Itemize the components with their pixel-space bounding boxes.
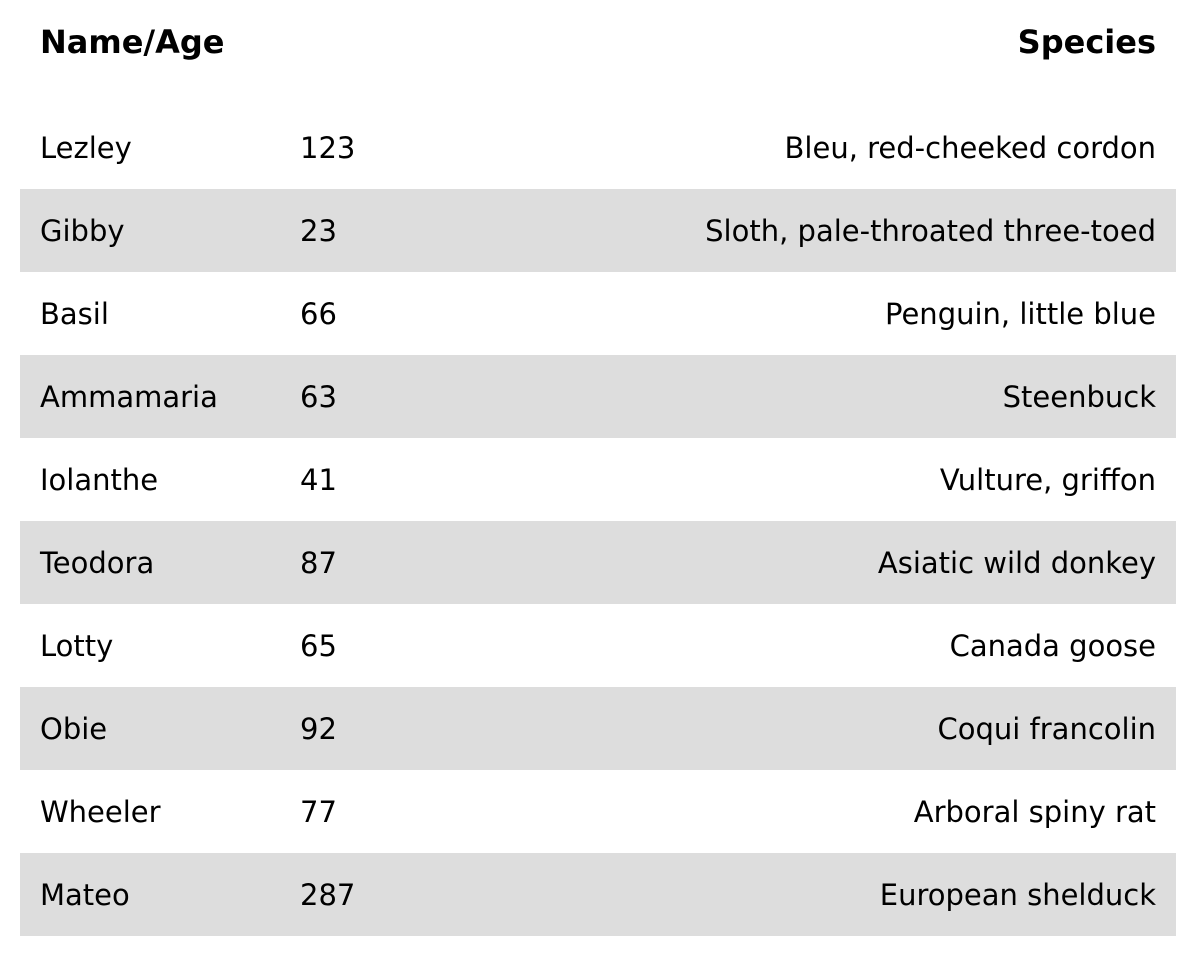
age-cell: 23 — [280, 189, 481, 272]
header-name-age: Name/Age — [40, 23, 225, 61]
species-cell: Coqui francolin — [480, 687, 1177, 770]
animals-table-container: Name/Age Species Lezley 123 Bleu, red-chee… — [20, 0, 1177, 936]
age-cell: 77 — [300, 794, 337, 829]
name-cell: Teodora — [20, 521, 280, 604]
age-cell: 92 — [280, 687, 481, 770]
table-row: Mateo 287 European shelduck — [20, 853, 1177, 936]
age-cell: 65 — [300, 628, 337, 663]
table-header: Name/Age Species — [20, 0, 1176, 106]
name-cell: Gibby — [20, 189, 280, 272]
name-cell: Mateo — [20, 853, 280, 936]
name-cell: Wheeler — [40, 794, 161, 829]
species-cell: Vulture, griffon — [939, 462, 1157, 497]
table-row: Lezley 123 Bleu, red-cheeked cordon — [20, 106, 1176, 189]
name-cell: Lotty — [40, 628, 114, 663]
name-cell: Iolanthe — [40, 462, 159, 497]
species-cell: Penguin, little blue — [885, 296, 1157, 331]
table-row: Basil 66 Penguin, little blue — [20, 272, 1176, 355]
table-row: Iolanthe 41 Vulture, griffon — [20, 438, 1176, 521]
table-body: Lezley 123 Bleu, red-cheeked cordon Gibby 23… — [20, 106, 1177, 936]
header-species: Species — [1017, 23, 1157, 61]
name-cell: Basil — [40, 296, 109, 331]
species-cell: European shelduck — [480, 853, 1177, 936]
table-row: Wheeler 77 Arboral spiny rat — [20, 770, 1176, 853]
species-cell: Canada goose — [949, 628, 1157, 663]
table-row: Lotty 65 Canada goose — [20, 604, 1176, 687]
species-cell: Asiatic wild donkey — [480, 521, 1177, 604]
species-cell: Arboral spiny rat — [913, 794, 1157, 829]
age-cell: 41 — [300, 462, 337, 497]
species-cell: Bleu, red-cheeked cordon — [784, 130, 1157, 165]
table-row: Ammamaria 63 Steenbuck — [20, 355, 1177, 438]
table-row: Gibby 23 Sloth, pale-throated three-toed — [20, 189, 1177, 272]
age-cell: 123 — [300, 130, 356, 165]
age-cell: 87 — [280, 521, 481, 604]
age-cell: 287 — [280, 853, 481, 936]
name-cell: Lezley — [40, 130, 132, 165]
header-row: Name/Age Species — [20, 0, 1176, 106]
animals-table: Name/Age Species Lezley 123 Bleu, red-chee… — [20, 0, 1177, 936]
species-cell: Steenbuck — [480, 355, 1177, 438]
age-cell: 66 — [300, 296, 337, 331]
name-cell: Ammamaria — [20, 355, 280, 438]
age-cell: 63 — [280, 355, 481, 438]
species-cell: Sloth, pale-throated three-toed — [480, 189, 1177, 272]
table-row: Obie 92 Coqui francolin — [20, 687, 1177, 770]
name-cell: Obie — [20, 687, 280, 770]
table-row: Teodora 87 Asiatic wild donkey — [20, 521, 1177, 604]
